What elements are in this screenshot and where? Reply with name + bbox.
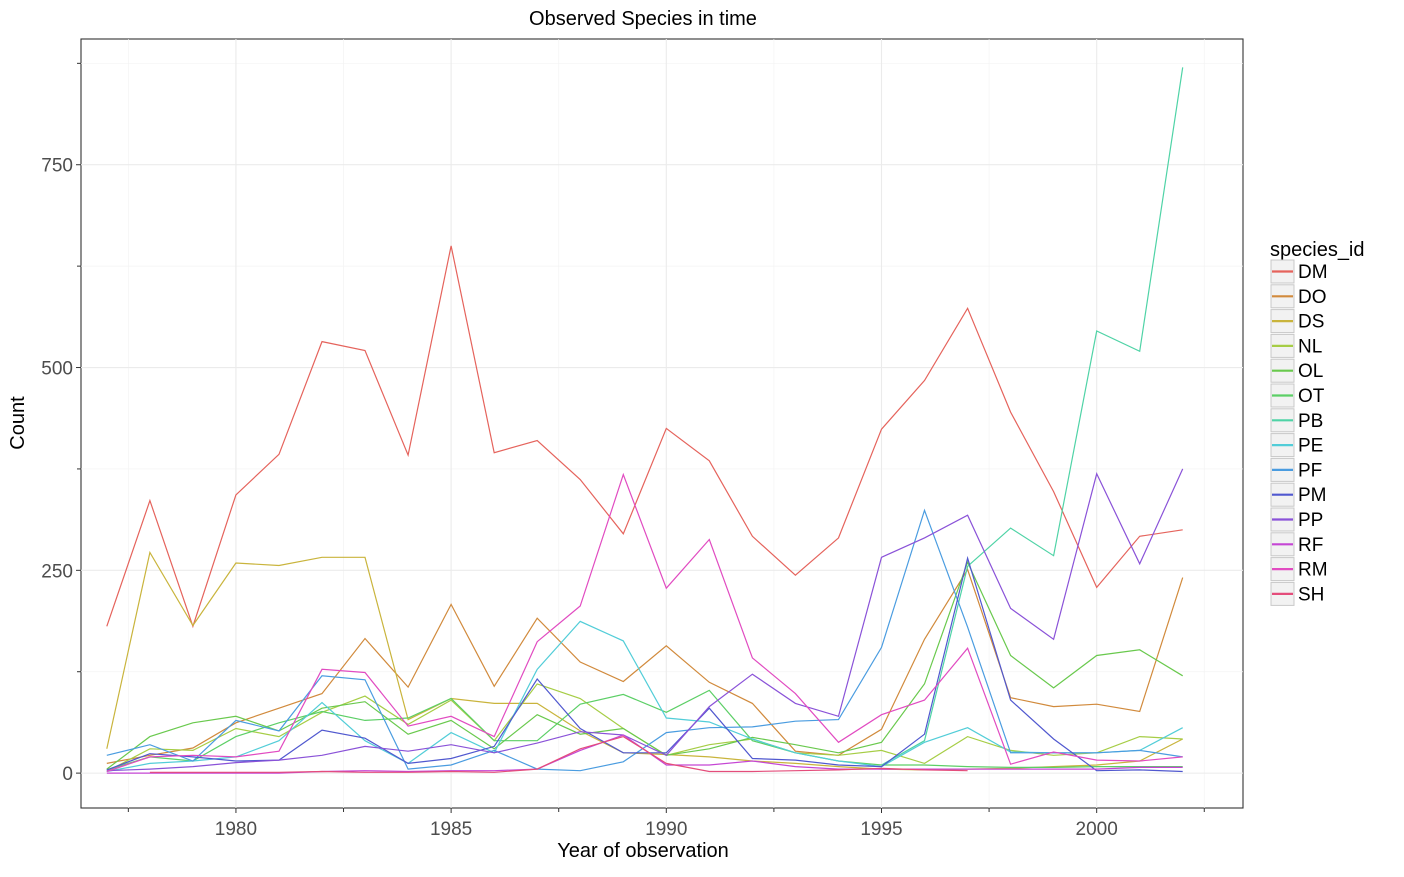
legend-item-ot: OT [1270,383,1325,408]
legend-item-pm: PM [1270,482,1327,507]
legend-label: OT [1298,386,1325,407]
legend-label: DS [1298,312,1324,333]
series-line-pb [881,67,1184,766]
legend-label: PE [1298,436,1323,457]
legend-items: DM DO DS NL OL OT PB PE PF PM PP RF RM SH [1270,259,1328,606]
legend-item-pp: PP [1270,507,1323,532]
x-tick-label: 1995 [860,819,902,840]
series-line-dm [106,245,1183,629]
legend-label: RF [1298,535,1323,556]
y-tick-label: 250 [41,561,73,582]
major-gridlines [81,39,1243,808]
legend-item-rf: RF [1270,532,1323,557]
y-tick-label: 0 [62,764,73,785]
legend-label: PP [1298,510,1323,531]
legend-item-pe: PE [1270,433,1323,458]
x-tick-label: 2000 [1076,819,1118,840]
legend-item-rm: RM [1270,557,1328,582]
legend-label: PM [1298,485,1327,506]
legend-item-ds: DS [1270,309,1324,334]
x-tick-label: 1990 [645,819,687,840]
series-line-pm [106,555,1183,773]
plot-panel [80,38,1244,809]
x-tick-label: 1980 [215,819,257,840]
legend-label: DO [1298,287,1327,308]
series-line-pe [106,620,1183,773]
legend-label: DM [1298,262,1328,283]
legend-item-pf: PF [1270,457,1322,482]
legend-title: species_id [1270,239,1365,261]
x-axis-title: Year of observation [557,840,729,862]
series-line-ol [106,560,1184,770]
legend-label: PB [1298,411,1323,432]
legend-item-dm: DM [1270,259,1328,284]
minor-gridlines [81,39,1243,808]
series-line-pp [106,468,1184,772]
legend-label: RM [1298,560,1328,581]
legend-label: PF [1298,460,1322,481]
series-line-sh [149,735,968,773]
legend: species_id DM DO DS NL OL OT PB PE PF PM PP RF RM SH [1270,239,1365,606]
y-tick-label: 500 [41,359,73,380]
legend-item-nl: NL [1270,333,1322,358]
y-axis-title: Count [7,396,29,450]
x-tick-labels: 1980 1985 1990 1995 2000 [215,819,1118,840]
axis-ticks [76,62,1205,813]
series-line-ds [106,550,1183,771]
y-tick-labels: 0 250 500 750 [41,156,73,785]
legend-label: SH [1298,584,1324,605]
legend-item-pb: PB [1270,408,1323,433]
legend-item-do: DO [1270,284,1327,309]
legend-item-ol: OL [1270,358,1323,383]
series-line-rm [106,472,1183,773]
legend-label: OL [1298,361,1323,382]
series-lines [106,67,1184,774]
legend-item-sh: SH [1270,581,1324,606]
chart-title: Observed Species in time [529,8,757,30]
y-tick-label: 750 [41,156,73,177]
x-tick-label: 1985 [430,819,472,840]
series-line-pf [106,508,1183,772]
legend-label: NL [1298,336,1322,357]
